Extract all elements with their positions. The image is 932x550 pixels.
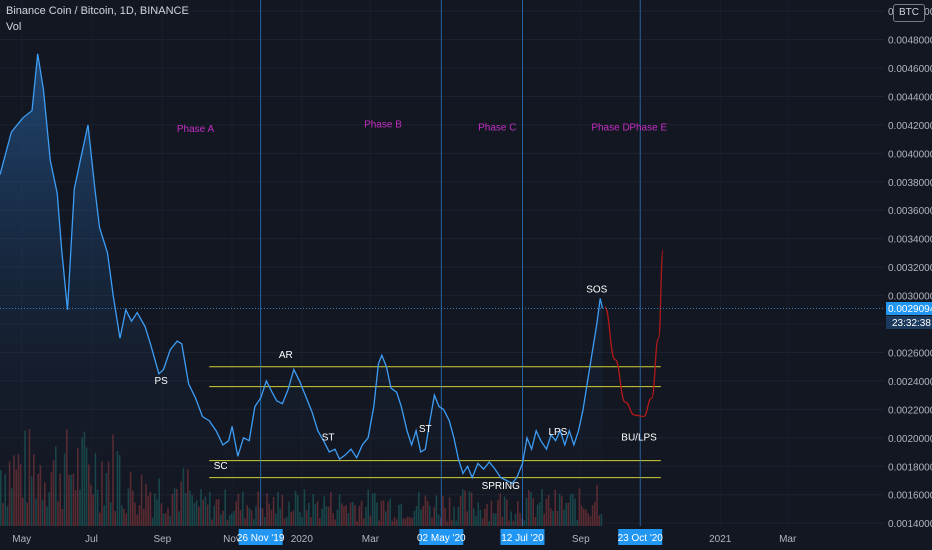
phase-label: Phase E <box>629 123 667 134</box>
price-tick-label: 0.0022000 <box>888 405 932 416</box>
currency-button[interactable]: BTC <box>893 4 925 22</box>
wyckoff-label: AR <box>279 350 293 361</box>
date-badge-label: 23 Oct '20 <box>618 533 664 544</box>
price-tick-label: 0.0020000 <box>888 434 932 445</box>
price-tick-label: 0.0048000 <box>888 36 932 47</box>
phase-divider-lines <box>260 0 641 526</box>
date-badge <box>419 529 464 545</box>
price-tick-label: 0.0018000 <box>888 462 932 473</box>
time-tick-label: Mar <box>779 534 797 545</box>
phase-label: Phase B <box>364 120 402 131</box>
price-tick-label: 0.0042000 <box>888 121 932 132</box>
time-tick-label: Nov <box>223 534 241 545</box>
wyckoff-label: LPS <box>548 427 567 438</box>
time-tick-label: Sep <box>153 534 171 545</box>
wyckoff-label: PS <box>155 376 169 387</box>
price-tick-label: 0.0030000 <box>888 292 932 303</box>
volume-indicator-label[interactable]: Vol <box>6 21 22 33</box>
wyckoff-label: SOS <box>586 285 607 296</box>
symbol-title: Binance Coin / Bitcoin, 1D, BINANCE <box>6 5 189 17</box>
phase-label: Phase A <box>177 124 215 135</box>
price-tick-label: 0.0014000 <box>888 519 932 530</box>
time-tick-label: Sep <box>572 534 590 545</box>
price-tick-label: 0.0034000 <box>888 235 932 246</box>
wyckoff-label: SC <box>214 461 228 472</box>
date-badge <box>500 529 545 545</box>
wyckoff-label: BU/LPS <box>621 433 657 444</box>
price-axis[interactable]: 0.00500000.00480000.00460000.00440000.00… <box>888 7 932 530</box>
wyckoff-annotations: Phase A Phase B Phase C Phase D Phase E PS AR S… <box>155 120 668 492</box>
price-tick-label: 0.0046000 <box>888 64 932 75</box>
countdown-badge: 23:32:38 <box>892 318 931 329</box>
price-tick-label: 0.0024000 <box>888 377 932 388</box>
last-price-badge: 0.0029094 <box>888 304 932 315</box>
time-axis[interactable]: May Jul Sep Nov 2020 Mar Sep 2021 Mar 26 Nov '19 0… <box>12 529 797 545</box>
projection-curve <box>604 249 664 418</box>
trading-range-lines <box>209 366 661 479</box>
time-tick-label: 2020 <box>291 534 314 545</box>
time-tick-label: 2021 <box>709 534 732 545</box>
price-tick-label: 0.0032000 <box>888 263 932 274</box>
date-badge-label: 12 Jul '20 <box>501 533 544 544</box>
price-tick-label: 0.0016000 <box>888 491 932 502</box>
price-tick-label: 0.0040000 <box>888 149 932 160</box>
price-line <box>0 53 604 485</box>
phase-label: Phase D <box>591 123 629 134</box>
price-area <box>0 53 603 527</box>
wyckoff-label: SPRING <box>482 481 521 492</box>
price-tick-label: 0.0026000 <box>888 348 932 359</box>
date-badge <box>618 529 663 545</box>
time-tick-label: Mar <box>362 534 380 545</box>
wyckoff-label: ST <box>322 433 335 444</box>
wyckoff-label: ST <box>419 424 432 435</box>
time-tick-label: May <box>12 534 31 545</box>
price-tick-label: 0.0044000 <box>888 92 932 103</box>
price-tick-label: 0.0038000 <box>888 178 932 189</box>
price-tick-label: 0.0036000 <box>888 206 932 217</box>
date-badge <box>238 529 283 545</box>
date-badge-label: 02 May '20 <box>417 533 466 544</box>
price-badges: 0.0029094 23:32:38 <box>886 302 932 329</box>
time-tick-label: Jul <box>85 534 98 545</box>
date-badge-label: 26 Nov '19 <box>237 533 285 544</box>
phase-label: Phase C <box>478 123 516 134</box>
